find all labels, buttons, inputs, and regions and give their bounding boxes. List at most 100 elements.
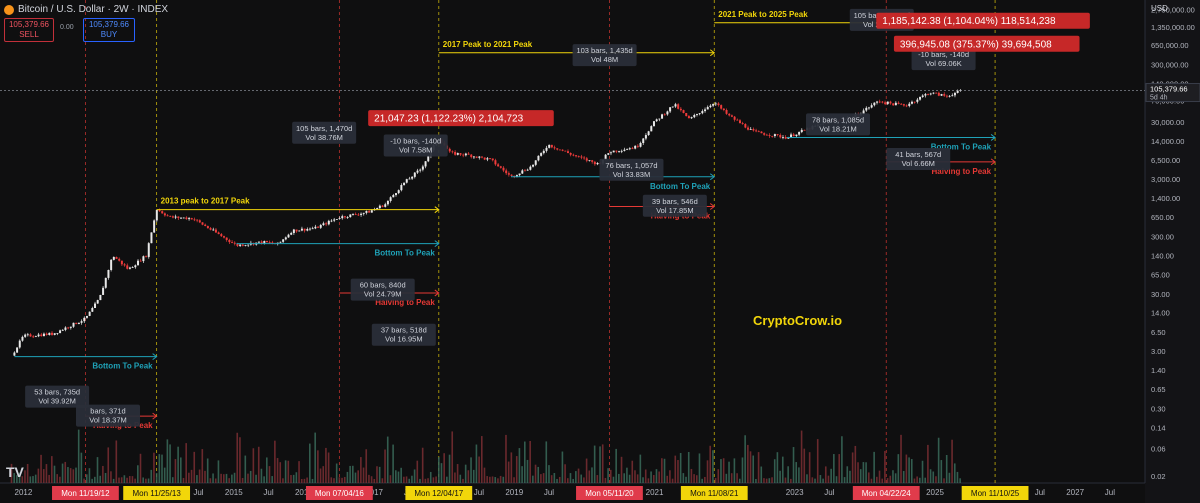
candle-body	[137, 260, 140, 266]
candle-body	[545, 147, 548, 151]
volume-bar	[714, 478, 717, 483]
volume-bar	[545, 441, 548, 483]
volume-bar	[639, 454, 642, 483]
candle-body	[317, 226, 320, 228]
volume-bar	[413, 469, 416, 483]
candle-body	[18, 340, 21, 348]
info-box-vol: Vol 6.66M	[902, 159, 935, 168]
candle-body	[529, 166, 532, 170]
measure-arrow	[709, 173, 716, 181]
candle-body	[658, 118, 661, 120]
candle-body	[392, 195, 395, 198]
y-tick-label: 0.65	[1151, 385, 1166, 394]
candle-body	[188, 218, 191, 220]
candle-body	[943, 94, 946, 96]
candle-body	[709, 105, 712, 108]
volume-bar	[443, 453, 445, 483]
candle-body	[413, 172, 416, 177]
candle-body	[209, 228, 212, 230]
volume-bar	[768, 478, 771, 483]
volume-bar	[884, 451, 886, 483]
candle-body	[282, 239, 285, 242]
candle-body	[378, 205, 381, 209]
last-price-countdown: 5d 4h	[1150, 95, 1168, 102]
volume-bar	[843, 477, 846, 483]
volume-bar	[381, 478, 384, 483]
y-tick-label: 2,750,000.00	[1151, 5, 1195, 14]
date-flag-label: Mon 04/22/24	[862, 489, 911, 498]
candle-body	[644, 135, 647, 139]
volume-bar	[365, 449, 368, 483]
candle-body	[881, 101, 884, 103]
price-range-label-bg	[368, 110, 554, 127]
candle-body	[916, 99, 919, 102]
volume-bar	[432, 477, 435, 483]
candle-body	[424, 161, 427, 167]
volume-bar	[429, 471, 432, 483]
volume-bar	[247, 473, 249, 483]
candle-body	[706, 107, 709, 110]
volume-bar	[472, 469, 475, 483]
y-tick-label: 1,400.00	[1151, 194, 1180, 203]
volume-bar	[491, 476, 494, 483]
volume-bar	[384, 449, 386, 483]
volume-bar	[679, 453, 682, 483]
volume-bar	[741, 457, 744, 483]
info-box	[383, 134, 448, 157]
y-tick-label: 0.02	[1151, 472, 1166, 481]
candle-body	[897, 102, 900, 104]
volume-bar	[945, 454, 948, 483]
candle-body	[131, 267, 134, 268]
candle-body	[37, 334, 40, 337]
volume-bar	[335, 463, 338, 483]
x-tick-label: Jul	[474, 488, 484, 497]
candle-body	[776, 134, 779, 136]
volume-bar	[333, 478, 335, 483]
volume-bar	[298, 461, 300, 483]
volume-bar	[169, 444, 171, 483]
volume-bar	[628, 474, 631, 483]
candle-body	[564, 150, 567, 152]
candle-body	[932, 92, 935, 94]
candle-body	[523, 170, 526, 172]
volume-bar	[24, 470, 26, 483]
volume-bar	[776, 452, 779, 483]
volume-bar	[120, 477, 123, 483]
volume-bar	[763, 478, 765, 483]
volume-bar	[685, 476, 687, 483]
volume-bar	[416, 460, 419, 483]
candle-body	[744, 123, 747, 128]
volume-bar	[212, 473, 214, 483]
candle-body	[752, 129, 755, 131]
date-flag-bg	[576, 486, 643, 500]
volume-bar	[357, 470, 359, 483]
info-box-bars: 37 bars, 518d	[381, 326, 427, 335]
candle-body	[419, 169, 422, 171]
candle-body	[322, 223, 325, 226]
date-flag-bg	[961, 486, 1029, 500]
volume-bar	[712, 450, 714, 483]
buy-button[interactable]: 105,379.66 BUY	[83, 18, 135, 42]
candle-body	[892, 103, 895, 106]
currency-selector[interactable]: USD	[1151, 4, 1168, 13]
candle-body	[755, 130, 758, 132]
candle-body	[158, 209, 161, 212]
volume-bar	[876, 476, 878, 483]
volume-bar	[303, 478, 306, 483]
volume-bar	[123, 475, 126, 483]
volume-bar	[290, 475, 292, 483]
candle-body	[362, 212, 365, 214]
candle-body	[558, 149, 561, 151]
volume-bar	[274, 440, 276, 483]
candle-body	[142, 256, 145, 262]
sell-button[interactable]: 105,379.66 SELL	[4, 18, 54, 42]
volume-bar	[822, 478, 824, 483]
volume-bar	[873, 451, 875, 483]
buy-label: BUY	[100, 30, 118, 39]
candle-body	[223, 236, 226, 238]
candle-body	[231, 242, 234, 243]
info-box-bars: 53 bars, 735d	[34, 388, 80, 397]
volume-bar	[204, 470, 206, 483]
bitcoin-logo-icon	[4, 4, 14, 15]
